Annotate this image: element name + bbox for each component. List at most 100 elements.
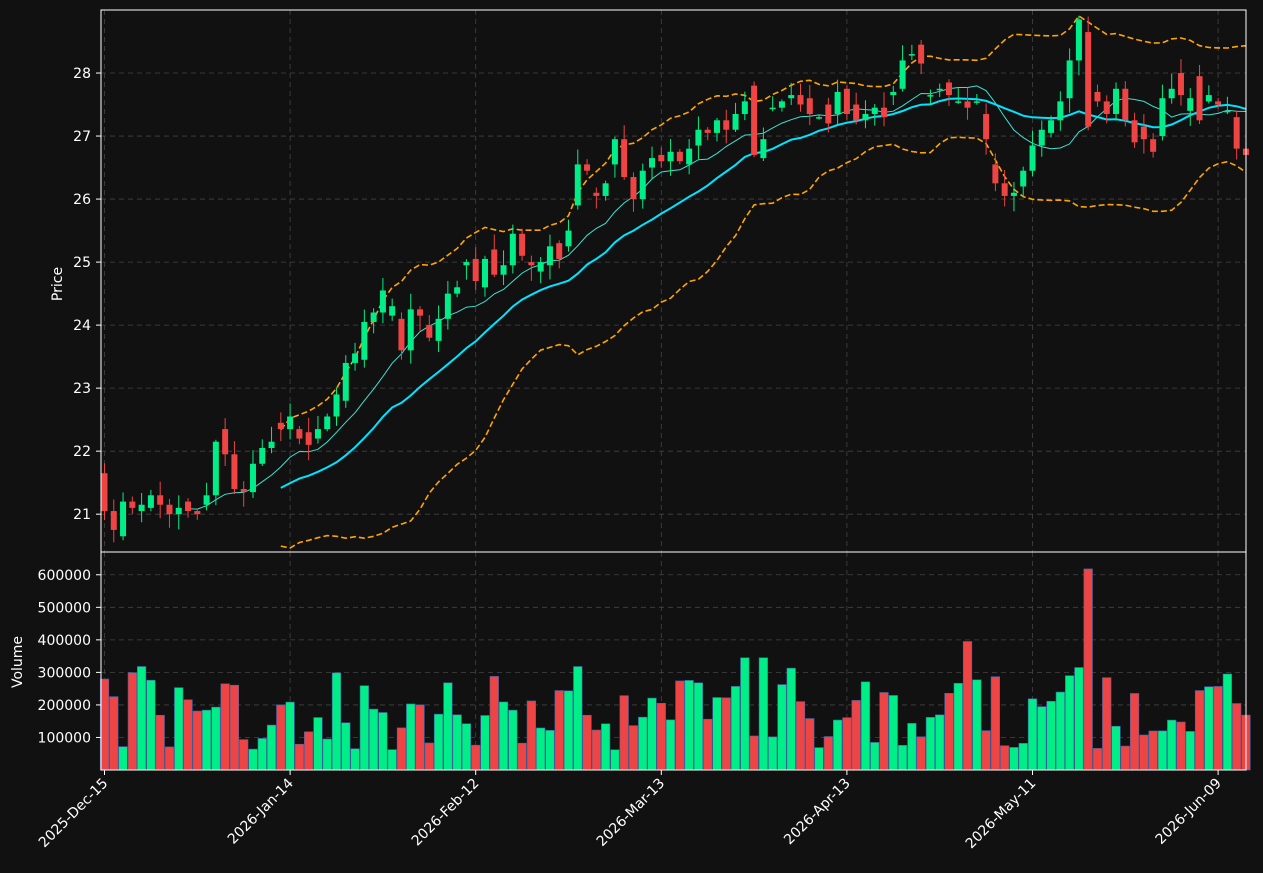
volume-bar [1083,568,1093,771]
volume-frame [100,551,1247,771]
price-axis-label: Price [50,267,66,301]
candle-body [992,164,999,184]
candle-body [983,113,990,140]
candle-body [129,501,136,508]
candle-body [686,148,693,165]
candle-body [1122,88,1129,121]
candle-body [918,44,925,64]
candle-body [185,501,192,512]
volume-bar [480,715,490,771]
candle-body [175,507,182,515]
volume-bar [137,666,147,771]
volume-bar [229,684,240,771]
volume-bar [1232,703,1242,771]
candle-body [871,107,878,114]
candle-body [806,98,813,114]
candle-body [621,139,628,178]
volume-bar [675,680,685,771]
price-tick-label: 21 [73,507,91,523]
volume-bar [768,736,778,771]
bollinger-bands [280,14,1247,549]
volume-bar [777,684,787,771]
candle-body [760,139,767,159]
volume-bar [833,719,843,771]
volume-bar [935,714,945,771]
volume-bar [406,703,416,771]
candle-body [1094,91,1101,102]
volume-bar [304,731,314,771]
candle-body [890,91,897,96]
volume-bar [536,727,546,771]
volume-bar [638,716,648,771]
volume-bar [424,742,434,771]
candle-body [1075,19,1082,61]
candle-body [379,290,386,313]
candle-body [231,454,238,489]
volume-bar [517,742,527,771]
candle-body [1020,170,1027,187]
price-tick-label: 24 [73,318,91,334]
volume-bar [563,690,574,771]
candle-body [945,82,952,96]
candle-body [147,495,154,508]
volume-bar [944,693,954,771]
candle-body [491,249,498,275]
candle-body [1196,76,1203,121]
volume-bar [369,708,379,771]
bollinger-lower-band [280,136,1247,549]
volume-bar [489,676,499,771]
volume-bar [461,723,472,771]
candle-body [1057,101,1064,121]
price-tick-label: 22 [73,444,91,460]
volume-bar [740,657,750,771]
volume-bar [1102,677,1112,771]
volume-bar [1046,700,1056,771]
candle-body [936,88,943,91]
volume-bar [907,723,917,771]
bollinger-upper-band [280,14,1246,431]
candle-body [333,394,340,417]
candle-body [203,495,210,505]
candle-body [1187,98,1194,111]
candle-body [927,95,934,97]
candle-body [704,129,711,133]
volume-bar [545,730,555,771]
volume-bar [155,714,165,771]
candle-body [509,233,516,266]
candle-body [1103,101,1110,114]
volume-bar [1055,691,1065,771]
volume-bar [1176,721,1186,771]
volume-bar [823,736,833,771]
volume-bar [712,697,722,771]
candle-body [389,306,396,316]
volume-bar [665,719,676,771]
candle-body [825,104,832,124]
volume-bar [573,666,583,771]
candle-body [528,262,535,266]
candle-body [584,164,591,171]
candle-body [426,325,433,338]
volume-bar [870,742,880,771]
candle-body [481,258,488,288]
volume-bar [1222,673,1232,771]
volume-bar [508,709,518,771]
volume-bar [962,641,973,771]
volume-bar [703,718,713,771]
candle-body [1159,98,1166,137]
candle-body [1131,120,1138,143]
candle-body [602,183,609,196]
candle-body [908,54,915,56]
volume-bar [341,722,351,771]
candle-body [816,117,823,119]
volume-bar [610,749,620,771]
candle-body [723,120,730,130]
candle-body [249,463,256,493]
volume-bar [498,701,509,771]
volume-bar [415,704,425,771]
volume-bar [1167,719,1177,771]
candle-body [964,101,971,108]
volume-bar [554,690,564,771]
volume-bar [443,682,453,771]
candle-body [751,85,758,155]
volume-bar [322,738,332,771]
